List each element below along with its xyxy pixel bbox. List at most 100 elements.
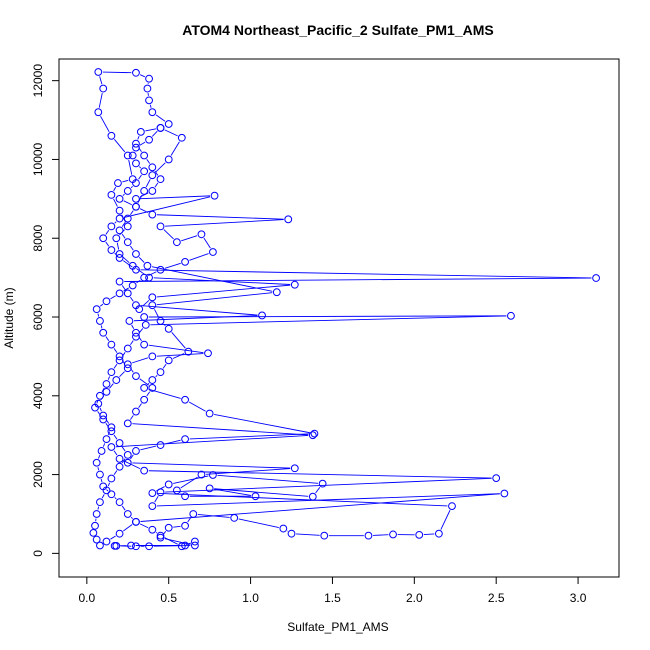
data-point xyxy=(181,541,189,550)
data-point xyxy=(148,502,157,511)
data-point xyxy=(191,537,199,546)
x-axis: 0.0 0.5 1.0 1.5 2.0 2.5 3.0 xyxy=(78,576,587,605)
data-point xyxy=(115,439,124,447)
y-axis-label: Altitude (m) xyxy=(2,287,16,348)
series-segment xyxy=(99,407,102,412)
data-point xyxy=(164,523,173,532)
data-point xyxy=(132,372,140,381)
data-point xyxy=(145,273,153,282)
data-point xyxy=(230,514,239,522)
data-point xyxy=(140,340,149,349)
data-point xyxy=(148,210,157,219)
y-tick-label: 8000 xyxy=(31,225,45,252)
series-segment xyxy=(113,434,118,440)
data-point xyxy=(99,328,108,337)
series-segment xyxy=(163,323,166,326)
series-segment xyxy=(121,222,126,227)
data-point xyxy=(181,492,189,501)
data-point xyxy=(102,486,111,495)
y-tick-label: 6000 xyxy=(31,303,45,330)
series-segment xyxy=(139,141,146,146)
data-point xyxy=(89,528,98,537)
data-point xyxy=(448,502,456,511)
series-segment xyxy=(140,269,592,279)
series-segment xyxy=(130,340,134,346)
data-point xyxy=(115,250,124,258)
data-point xyxy=(128,175,137,184)
series-segment xyxy=(119,371,125,378)
series-segment xyxy=(102,71,132,74)
data-point xyxy=(181,257,189,266)
series-segment xyxy=(145,128,157,132)
data-point xyxy=(112,541,121,550)
series-segment xyxy=(138,256,145,263)
series-segment xyxy=(146,159,151,164)
data-point xyxy=(156,317,165,325)
data-point xyxy=(284,215,293,224)
data-point xyxy=(156,488,165,497)
series-segment xyxy=(148,271,157,277)
series-segment xyxy=(121,446,126,452)
series-segment xyxy=(214,413,311,434)
data-point xyxy=(99,415,108,424)
series-segment xyxy=(113,470,118,475)
series-segment xyxy=(164,538,191,545)
data-point xyxy=(99,234,108,243)
series-segment xyxy=(214,488,252,496)
data-point xyxy=(123,364,132,373)
series-segment xyxy=(156,492,448,507)
data-point xyxy=(115,214,124,223)
data-point xyxy=(310,429,319,438)
series-segment xyxy=(123,524,133,532)
data-point xyxy=(91,403,99,412)
data-point xyxy=(123,344,132,353)
series-segment xyxy=(140,195,210,200)
data-point xyxy=(156,531,165,540)
series-segment xyxy=(123,460,141,470)
data-point xyxy=(99,411,108,420)
data-point xyxy=(145,135,153,144)
data-point xyxy=(115,462,124,471)
series-segment xyxy=(156,292,273,306)
series-segment xyxy=(132,357,149,364)
data-point xyxy=(132,143,140,152)
series-segment xyxy=(154,170,159,176)
data-point xyxy=(115,352,124,361)
series-segment xyxy=(140,445,157,451)
data-point xyxy=(156,441,165,449)
series-segment xyxy=(172,353,185,359)
data-point xyxy=(145,542,153,551)
series-segment xyxy=(164,439,181,445)
data-point xyxy=(132,194,140,203)
data-point xyxy=(492,474,501,483)
data-point xyxy=(107,246,116,254)
data-point xyxy=(115,194,124,203)
series-segment xyxy=(123,260,133,268)
data-point xyxy=(102,380,111,388)
data-point xyxy=(132,250,140,258)
data-point xyxy=(132,68,140,77)
series-segment xyxy=(154,496,159,503)
data-point xyxy=(205,484,214,493)
data-point xyxy=(181,521,189,530)
x-tick-label: 0.5 xyxy=(160,591,177,605)
series-segment xyxy=(131,324,135,329)
x-tick-label: 1.0 xyxy=(242,591,259,605)
data-point xyxy=(140,384,149,392)
data-point xyxy=(287,529,296,538)
data-point xyxy=(107,191,116,199)
data-point xyxy=(128,281,137,290)
data-point xyxy=(127,541,135,550)
series-segment xyxy=(130,245,134,251)
data-point xyxy=(125,317,134,325)
series-segment xyxy=(139,378,149,386)
x-tick-label: 3.0 xyxy=(570,591,587,605)
data-point xyxy=(500,489,509,498)
series-segment xyxy=(145,179,151,188)
data-point xyxy=(132,517,140,526)
series-segment xyxy=(106,489,109,492)
series-segment xyxy=(113,363,118,369)
data-point xyxy=(209,248,217,256)
series-segment xyxy=(217,474,319,484)
data-point xyxy=(148,108,157,117)
